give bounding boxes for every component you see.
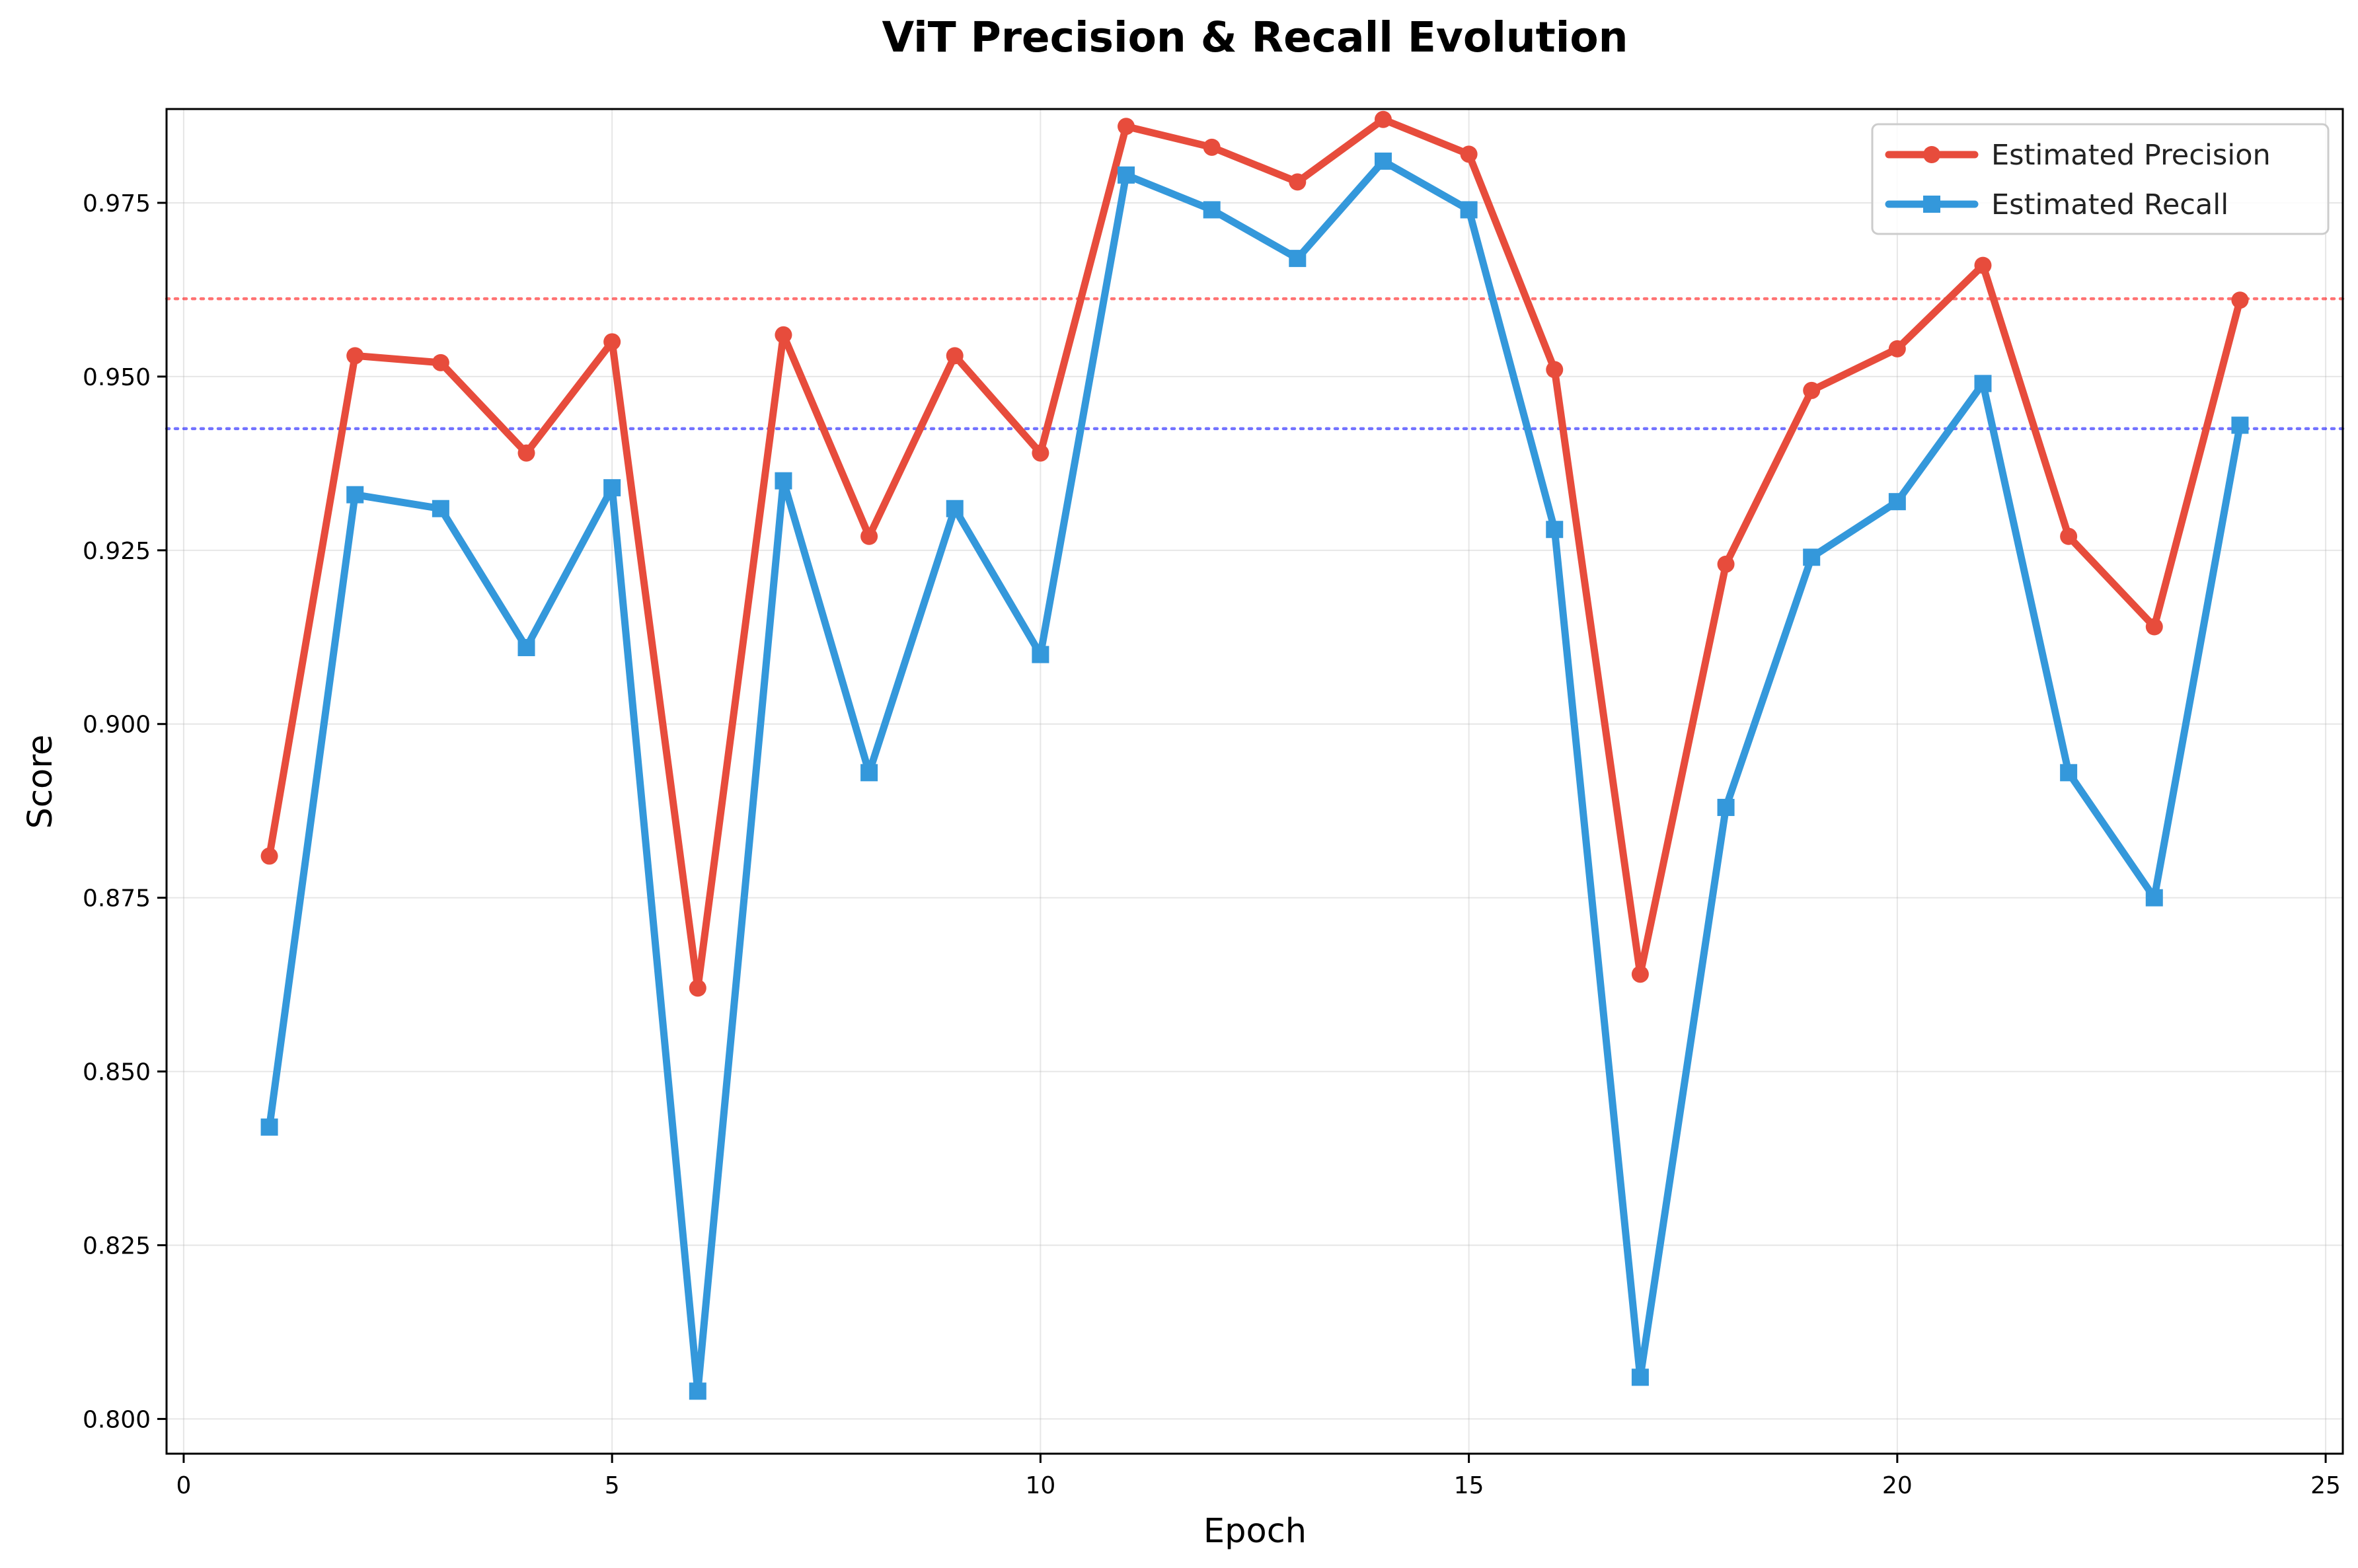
reference-lines <box>165 297 2345 431</box>
data-point <box>1118 166 1135 184</box>
legend-box <box>1871 123 2330 235</box>
data-point <box>603 479 621 497</box>
series-line-1 <box>266 157 2244 1395</box>
y-tick-label: 0.825 <box>83 1232 151 1259</box>
data-point <box>1631 965 1649 983</box>
y-tick-label: 0.800 <box>83 1406 151 1433</box>
legend-item: Estimated Precision <box>1885 139 2271 172</box>
legend-swatch-marker <box>1923 196 1940 213</box>
data-point <box>1032 444 1049 462</box>
data-point <box>2060 764 2078 782</box>
data-point <box>689 1382 706 1400</box>
y-tick-label: 0.850 <box>83 1059 151 1086</box>
legend-swatch-marker <box>1923 146 1940 163</box>
data-point <box>1460 201 1478 219</box>
data-point <box>1631 1368 1649 1386</box>
data-point <box>2145 618 2163 636</box>
data-point <box>1289 173 1307 191</box>
y-tick-label: 0.925 <box>83 538 151 565</box>
data-point <box>517 639 535 657</box>
data-point <box>860 764 878 782</box>
x-tick-label: 25 <box>2310 1472 2341 1499</box>
x-tick-label: 15 <box>1454 1472 1484 1499</box>
x-axis-label: Epoch <box>1203 1512 1307 1551</box>
data-point <box>346 486 364 504</box>
data-point <box>517 444 535 462</box>
data-point <box>260 847 278 865</box>
data-point <box>603 333 621 351</box>
x-tick-label: 20 <box>1882 1472 1913 1499</box>
data-point <box>2060 527 2078 545</box>
data-point <box>689 979 706 997</box>
y-tick-label: 0.950 <box>83 364 151 391</box>
data-point <box>1289 250 1307 268</box>
data-point <box>1888 493 1906 511</box>
plot-frame <box>165 108 2344 1455</box>
y-axis-label: Score <box>21 735 60 829</box>
data-point <box>775 326 792 344</box>
series-0 <box>260 110 2249 997</box>
y-tick-label: 0.875 <box>83 885 151 913</box>
data-point <box>946 347 964 365</box>
data-point <box>346 347 364 365</box>
data-point <box>1546 361 1564 379</box>
data-point <box>1717 798 1735 816</box>
data-point <box>1203 138 1221 156</box>
data-point <box>2145 889 2163 907</box>
data-point <box>1546 521 1564 539</box>
data-point <box>1460 145 1478 163</box>
data-point <box>946 500 964 517</box>
y-tick-label: 0.900 <box>83 712 151 739</box>
data-point <box>775 472 792 490</box>
data-point <box>1974 375 1992 392</box>
data-point <box>1032 646 1049 663</box>
x-tick-label: 0 <box>176 1472 191 1499</box>
x-tick-label: 5 <box>605 1472 620 1499</box>
data-point <box>260 1118 278 1136</box>
legend-label: Estimated Precision <box>1991 139 2271 172</box>
y-tick-label: 0.975 <box>83 190 151 217</box>
data-point <box>432 500 449 517</box>
data-point <box>1203 201 1221 219</box>
data-point <box>1374 152 1392 170</box>
legend-label: Estimated Recall <box>1991 188 2228 221</box>
chart-title: ViT Precision & Recall Evolution <box>882 13 1628 61</box>
series-line-0 <box>266 116 2244 992</box>
data-point <box>1717 555 1735 573</box>
data-point <box>1118 118 1135 135</box>
series-layer <box>260 110 2249 1400</box>
data-point <box>1974 256 1992 274</box>
data-point <box>2231 291 2249 309</box>
data-point <box>860 527 878 545</box>
data-point <box>432 354 449 371</box>
legend-item: Estimated Recall <box>1885 188 2228 221</box>
data-point <box>1803 381 1821 399</box>
data-point <box>1888 340 1906 357</box>
axis-ticks: 0 5 10 15 20 25 0.800 0.825 0.850 0.875 0.900 0.925… <box>83 190 2341 1499</box>
legend: Estimated Precision Estimated Recall <box>1871 123 2330 235</box>
data-point <box>1803 548 1821 566</box>
x-tick-label: 10 <box>1025 1472 1055 1499</box>
data-point <box>2231 416 2249 434</box>
series-1 <box>260 152 2249 1400</box>
data-point <box>1374 110 1392 128</box>
